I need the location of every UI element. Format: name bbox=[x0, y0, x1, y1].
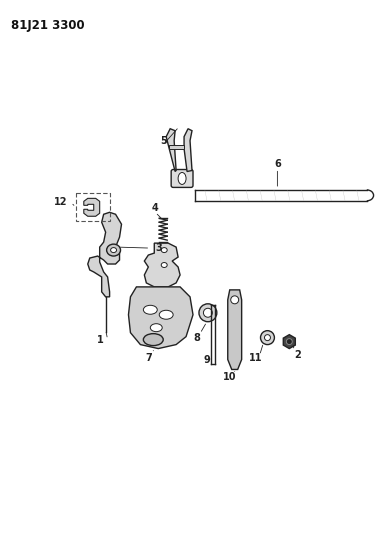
Polygon shape bbox=[166, 129, 176, 172]
Circle shape bbox=[264, 335, 271, 341]
Polygon shape bbox=[228, 290, 241, 369]
Text: 6: 6 bbox=[274, 158, 281, 168]
Ellipse shape bbox=[178, 173, 186, 184]
Text: 9: 9 bbox=[204, 354, 210, 365]
Text: 4: 4 bbox=[152, 203, 159, 213]
Text: 81J21 3300: 81J21 3300 bbox=[11, 19, 85, 33]
Circle shape bbox=[204, 308, 212, 317]
Polygon shape bbox=[169, 144, 184, 149]
Bar bbox=[76, 193, 110, 221]
Ellipse shape bbox=[143, 305, 157, 314]
Polygon shape bbox=[184, 129, 192, 172]
Ellipse shape bbox=[161, 248, 167, 253]
Ellipse shape bbox=[143, 334, 163, 345]
Circle shape bbox=[231, 296, 239, 304]
Circle shape bbox=[260, 330, 274, 345]
FancyBboxPatch shape bbox=[171, 169, 193, 188]
Polygon shape bbox=[84, 198, 100, 216]
Ellipse shape bbox=[111, 248, 116, 253]
Text: 11: 11 bbox=[249, 352, 262, 362]
Ellipse shape bbox=[159, 310, 173, 319]
Polygon shape bbox=[144, 243, 180, 287]
Text: 7: 7 bbox=[145, 352, 152, 362]
Polygon shape bbox=[88, 212, 122, 297]
Text: 1: 1 bbox=[97, 335, 104, 345]
Polygon shape bbox=[283, 335, 295, 349]
Text: 10: 10 bbox=[223, 373, 236, 382]
Circle shape bbox=[199, 304, 217, 322]
Circle shape bbox=[286, 338, 292, 345]
Ellipse shape bbox=[150, 324, 162, 332]
Text: 12: 12 bbox=[54, 197, 68, 207]
Ellipse shape bbox=[107, 244, 120, 256]
Polygon shape bbox=[128, 287, 193, 349]
Text: 5: 5 bbox=[160, 136, 166, 146]
Text: 8: 8 bbox=[194, 333, 200, 343]
Text: 3: 3 bbox=[155, 243, 162, 253]
Ellipse shape bbox=[161, 263, 167, 268]
Text: 2: 2 bbox=[294, 350, 301, 360]
